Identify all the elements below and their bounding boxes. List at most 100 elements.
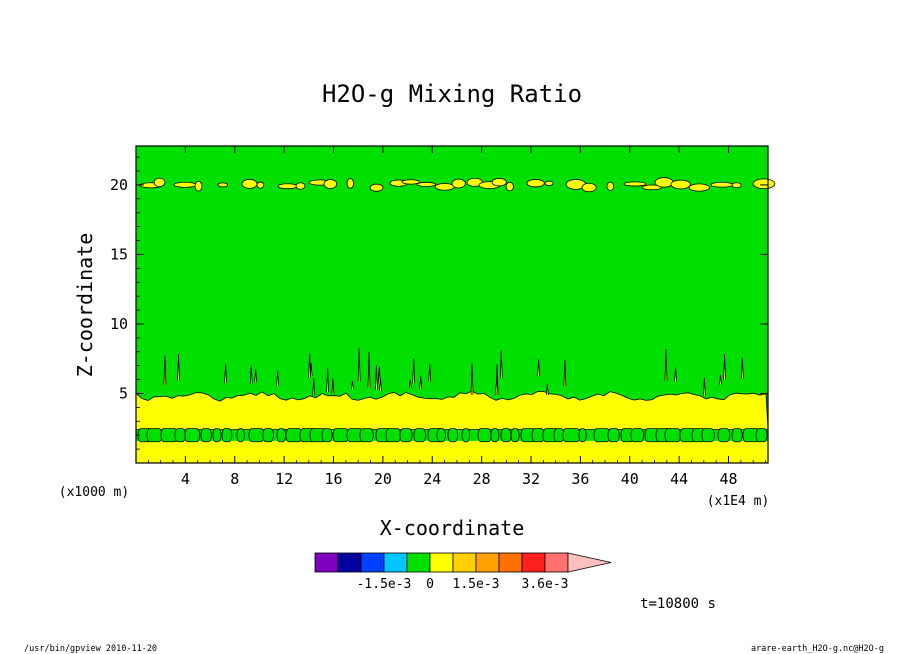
moisture-patch (606, 181, 615, 191)
y-tick-label: 15 (110, 245, 128, 263)
colorbar-swatch (475, 552, 500, 573)
green-cell (200, 428, 212, 443)
moisture-patch (194, 180, 203, 192)
contour-spike (351, 380, 354, 390)
colorbar-label: 0 (426, 577, 434, 592)
colorbar-swatch (544, 552, 569, 573)
green-cell (285, 428, 303, 443)
contour-spike (412, 358, 416, 384)
time-label: t=10800 s (640, 596, 716, 612)
x-tick-label: 24 (423, 470, 441, 488)
green-cell (184, 428, 201, 443)
colorbar-swatch (337, 552, 362, 573)
green-cell (717, 428, 731, 443)
colorbar-label: 3.6e-3 (522, 577, 569, 592)
colorbar: -1.5e-3 0 1.5e-3 3.6e-3 (314, 552, 612, 592)
green-cell (607, 428, 620, 443)
colorbar-swatch (406, 552, 431, 573)
green-cell (664, 428, 682, 443)
colorbar-swatch (498, 552, 523, 573)
moisture-patch (581, 182, 597, 193)
moisture-patch (277, 183, 298, 190)
contour-spike (674, 367, 677, 382)
green-cell (359, 428, 374, 443)
moisture-patch (641, 184, 663, 191)
green-cell (276, 428, 286, 443)
footer-source: arare-earth_H2O-g.nc@H2O-g (751, 644, 884, 654)
green-cell (262, 428, 274, 443)
contour-spike (163, 355, 167, 385)
contour-spike (719, 374, 722, 385)
y-axis-label: Z-coordinate (73, 233, 97, 378)
moisture-patch (505, 181, 514, 192)
green-cell (174, 428, 186, 443)
green-cell (385, 428, 402, 443)
green-cell (461, 428, 471, 443)
contour-spike (499, 350, 503, 379)
contour-spike (224, 363, 228, 384)
x-axis-label: X-coordinate (380, 516, 525, 540)
green-cell (477, 428, 492, 443)
moisture-patch (295, 182, 306, 190)
contour-spike (408, 379, 412, 388)
x-tick-label: 20 (374, 470, 392, 488)
colorbar-swatch (452, 552, 477, 573)
green-cell (490, 428, 500, 443)
contour-spike (375, 365, 378, 390)
moisture-patch (346, 178, 354, 189)
green-cell (321, 428, 333, 443)
contour-spike (254, 369, 258, 383)
green-cell (221, 428, 233, 443)
colorbar-swatch (429, 552, 454, 573)
y-axis-unit: (x1000 m) (59, 485, 129, 500)
moisture-patch (241, 178, 258, 189)
green-cell (236, 428, 245, 443)
contour-spike (367, 351, 371, 388)
colorbar-swatch (383, 552, 408, 573)
moisture-patch (623, 181, 647, 187)
contour-spike (495, 377, 499, 392)
moisture-patch (451, 178, 466, 189)
x-tick-label: 44 (670, 470, 688, 488)
green-cell (146, 428, 163, 443)
contour-spike (377, 366, 381, 384)
moisture-patch (256, 181, 265, 189)
green-cell (553, 428, 565, 443)
y-tick-label: 10 (110, 315, 128, 333)
contour-spike (664, 348, 668, 381)
colorbar-swatch (360, 552, 385, 573)
contour-spike (545, 384, 549, 396)
x-tick-label: 8 (230, 470, 239, 488)
green-cell (332, 428, 349, 443)
y-tick-label: 5 (119, 384, 128, 402)
colorbar-arrow (567, 552, 612, 573)
moisture-patch (710, 181, 734, 188)
band-yellow-boundary-layer (135, 390, 769, 431)
contour-spike (331, 378, 335, 394)
x-tick-label: 4 (181, 470, 190, 488)
contour-bands (135, 390, 769, 463)
moisture-patch (323, 179, 338, 189)
x-axis-unit: (x1E4 m) (707, 494, 770, 509)
contour-spike (419, 376, 423, 389)
green-cell (593, 428, 611, 443)
moisture-patch (491, 177, 507, 187)
moisture-patch (654, 177, 674, 188)
contour-spike (276, 370, 280, 386)
contour-spike (470, 363, 474, 395)
moisture-patch (731, 182, 742, 189)
contour-spike (537, 359, 541, 376)
moisture-patch (369, 183, 384, 192)
contour-spikes (163, 347, 744, 396)
moisture-patch (434, 183, 455, 191)
contour-spike (740, 358, 744, 379)
colorbar-swatch (521, 552, 546, 573)
x-tick-label: 48 (719, 470, 737, 488)
x-tick-label: 16 (324, 470, 342, 488)
footer-program: /usr/bin/gpview 2010-11-20 (24, 644, 157, 654)
green-cell (562, 428, 581, 443)
contour-spike (357, 347, 361, 382)
green-cell (212, 428, 222, 443)
